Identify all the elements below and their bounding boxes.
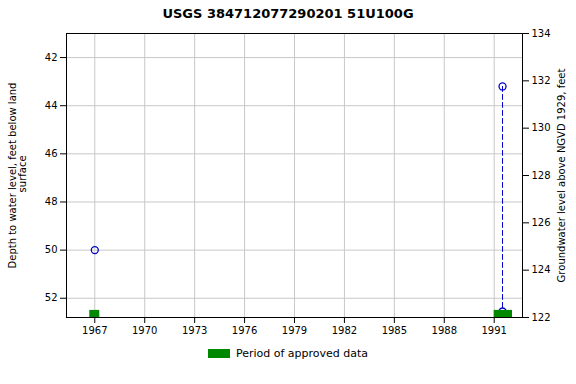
svg-text:1973: 1973 — [182, 325, 207, 336]
svg-text:52: 52 — [45, 292, 58, 303]
svg-text:122: 122 — [532, 312, 551, 323]
svg-text:130: 130 — [532, 122, 551, 133]
svg-text:42: 42 — [45, 52, 58, 63]
svg-text:1967: 1967 — [82, 325, 107, 336]
svg-text:134: 134 — [532, 28, 551, 39]
svg-text:46: 46 — [45, 148, 58, 159]
svg-text:48: 48 — [45, 196, 58, 207]
svg-text:1982: 1982 — [332, 325, 357, 336]
svg-text:128: 128 — [532, 170, 551, 181]
svg-text:1991: 1991 — [481, 325, 506, 336]
html-text:Period of approved data: Period of approved data — [235, 347, 369, 360]
svg-text:132: 132 — [532, 75, 551, 86]
svg-text:44: 44 — [45, 100, 58, 111]
svg-text:Groundwater level above NGVD 1: Groundwater level above NGVD 1929, feet — [556, 69, 567, 283]
svg-text:1988: 1988 — [432, 325, 457, 336]
html-text:USGS 384712077290201 51U100G: USGS 384712077290201 51U100G — [162, 6, 414, 21]
svg-text:50: 50 — [45, 244, 58, 255]
svg-text:124: 124 — [532, 264, 551, 275]
svg-text:1970: 1970 — [132, 325, 157, 336]
svg-text:Depth to water level, feet bel: Depth to water level, feet below land su… — [7, 83, 28, 269]
svg-text:1976: 1976 — [232, 325, 257, 336]
svg-text:126: 126 — [532, 217, 551, 228]
svg-text:1979: 1979 — [282, 325, 307, 336]
svg-text:1985: 1985 — [382, 325, 407, 336]
